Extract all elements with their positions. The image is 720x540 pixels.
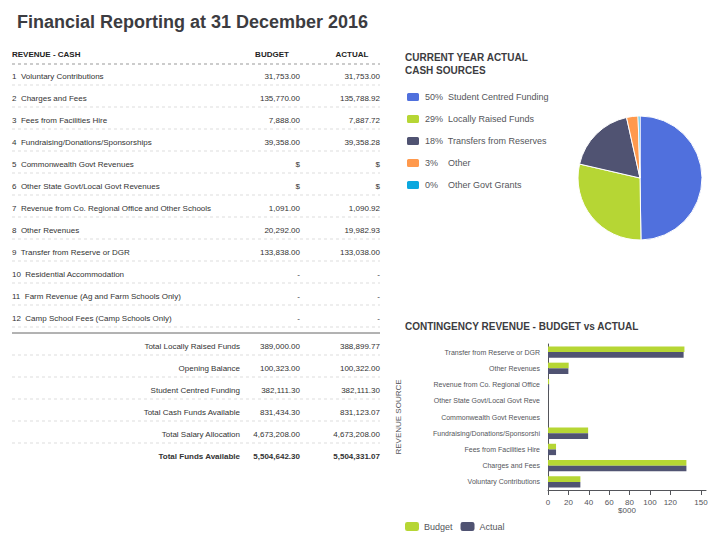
svg-text:388,899.77: 388,899.77	[340, 342, 381, 351]
svg-text:7 Revenue from Co. Regional O: 7 Revenue from Co. Regional Office and O…	[12, 204, 211, 213]
svg-text:BUDGET: BUDGET	[255, 50, 289, 59]
svg-text:$: $	[376, 182, 381, 191]
svg-text:40: 40	[584, 498, 593, 507]
svg-text:Voluntary Contributions: Voluntary Contributions	[468, 478, 541, 486]
svg-text:1,090.92: 1,090.92	[349, 204, 381, 213]
svg-text:5 Commonwealth Govt Revenues: 5 Commonwealth Govt Revenues	[12, 160, 134, 169]
svg-text:CASH SOURCES: CASH SOURCES	[405, 65, 486, 76]
svg-text:20: 20	[564, 498, 573, 507]
svg-text:-: -	[377, 314, 380, 323]
svg-text:Student Centred Funding: Student Centred Funding	[151, 386, 240, 395]
svg-text:7,888.00: 7,888.00	[269, 116, 301, 125]
svg-text:$: $	[376, 160, 381, 169]
svg-text:29% Locally Raised Funds: 29% Locally Raised Funds	[425, 114, 535, 124]
svg-text:Total Salary Allocation: Total Salary Allocation	[162, 430, 240, 439]
svg-text:100,323.00: 100,323.00	[260, 364, 301, 373]
svg-text:Other Revenues: Other Revenues	[489, 365, 540, 372]
svg-text:Financial Reporting at 31 Dece: Financial Reporting at 31 December 2016	[17, 12, 368, 32]
svg-text:Total Locally Raised Funds: Total Locally Raised Funds	[144, 342, 240, 351]
svg-text:133,838.00: 133,838.00	[260, 248, 301, 257]
svg-text:-: -	[377, 292, 380, 301]
svg-text:12 Camp School Fees (Camp Sch: 12 Camp School Fees (Camp Schools Only)	[12, 314, 172, 323]
svg-text:135,770.00: 135,770.00	[260, 94, 301, 103]
svg-text:6 Other State Govt/Local Govt: 6 Other State Govt/Local Govt Revenues	[12, 182, 160, 191]
svg-text:-: -	[377, 270, 380, 279]
svg-text:39,358.00: 39,358.00	[264, 138, 300, 147]
svg-text:Commonwealth Govt Revenues: Commonwealth Govt Revenues	[441, 414, 540, 421]
svg-text:11 Farm Revenue (Ag and Farm: 11 Farm Revenue (Ag and Farm Schools Onl…	[12, 292, 181, 301]
svg-text:389,000.00: 389,000.00	[260, 342, 301, 351]
svg-text:100: 100	[643, 498, 657, 507]
svg-text:7,887.72: 7,887.72	[349, 116, 381, 125]
svg-text:0: 0	[546, 498, 551, 507]
svg-text:Other State Govt/Local Govt Re: Other State Govt/Local Govt Reve	[434, 397, 540, 404]
svg-text:135,788.92: 135,788.92	[340, 94, 381, 103]
svg-text:Fundraising/Donations/Sponsors: Fundraising/Donations/Sponsorshi	[433, 430, 540, 438]
svg-text:CONTINGENCY REVENUE - BUDGET v: CONTINGENCY REVENUE - BUDGET vs ACTUAL	[405, 321, 638, 332]
svg-text:3% Other: 3% Other	[425, 158, 471, 168]
svg-text:Total Funds Available: Total Funds Available	[159, 452, 241, 461]
svg-text:150: 150	[694, 498, 708, 507]
svg-text:133,038.00: 133,038.00	[340, 248, 381, 257]
svg-text:$000: $000	[618, 506, 636, 515]
svg-text:-: -	[297, 292, 300, 301]
svg-text:382,111.30: 382,111.30	[341, 386, 380, 395]
svg-text:0% Other Govt Grants: 0% Other Govt Grants	[425, 180, 522, 190]
svg-text:39,358.28: 39,358.28	[344, 138, 380, 147]
svg-text:Actual: Actual	[480, 522, 505, 532]
svg-text:10 Residential Accommodation: 10 Residential Accommodation	[12, 270, 124, 279]
svg-text:Opening Balance: Opening Balance	[179, 364, 241, 373]
svg-text:-: -	[297, 270, 300, 279]
svg-text:100,322.00: 100,322.00	[340, 364, 381, 373]
svg-text:3 Fees from Facilities Hire: 3 Fees from Facilities Hire	[12, 116, 108, 125]
svg-text:50% Student Centred Funding: 50% Student Centred Funding	[425, 92, 549, 102]
svg-text:60: 60	[605, 498, 614, 507]
svg-text:1,091.00: 1,091.00	[269, 204, 301, 213]
svg-text:5,504,642.30: 5,504,642.30	[253, 452, 300, 461]
svg-text:120: 120	[664, 498, 678, 507]
svg-text:CURRENT YEAR ACTUAL: CURRENT YEAR ACTUAL	[405, 52, 528, 63]
svg-text:2 Charges and Fees: 2 Charges and Fees	[12, 94, 87, 103]
svg-text:4,673,208.00: 4,673,208.00	[333, 430, 380, 439]
svg-text:REVENUE - CASH: REVENUE - CASH	[12, 50, 81, 59]
svg-text:382,111.30: 382,111.30	[261, 386, 300, 395]
svg-text:ACTUAL: ACTUAL	[336, 50, 369, 59]
svg-text:Transfer from Reserve or DGR: Transfer from Reserve or DGR	[445, 349, 540, 356]
svg-text:Fees from Facilities Hire: Fees from Facilities Hire	[465, 446, 541, 453]
svg-text:Total Cash Funds Available: Total Cash Funds Available	[144, 408, 241, 417]
svg-text:Budget: Budget	[424, 522, 453, 532]
svg-text:$: $	[296, 182, 301, 191]
svg-text:831,434.30: 831,434.30	[260, 408, 301, 417]
svg-text:Charges and Fees: Charges and Fees	[482, 462, 540, 470]
svg-text:19,982.93: 19,982.93	[344, 226, 380, 235]
svg-text:31,753.00: 31,753.00	[264, 72, 300, 81]
svg-text:4 Fundraising/Donations/Spons: 4 Fundraising/Donations/Sponsorships	[12, 138, 152, 147]
svg-text:8 Other Revenues: 8 Other Revenues	[12, 226, 79, 235]
svg-text:4,673,208.00: 4,673,208.00	[253, 430, 300, 439]
svg-text:831,123.07: 831,123.07	[340, 408, 381, 417]
svg-text:31,753.00: 31,753.00	[344, 72, 380, 81]
svg-text:REVENUE SOURCE: REVENUE SOURCE	[394, 379, 403, 454]
svg-text:18% Transfers from Reserves: 18% Transfers from Reserves	[425, 136, 547, 146]
svg-text:-: -	[297, 314, 300, 323]
svg-text:5,504,331.07: 5,504,331.07	[333, 452, 380, 461]
svg-text:9 Transfer from Reserve or DG: 9 Transfer from Reserve or DGR	[12, 248, 130, 257]
svg-text:Revenue from Co. Regional Offi: Revenue from Co. Regional Office	[434, 381, 541, 389]
svg-text:80: 80	[625, 498, 634, 507]
svg-text:20,292.00: 20,292.00	[264, 226, 300, 235]
svg-text:$: $	[296, 160, 301, 169]
svg-text:1 Voluntary Contributions: 1 Voluntary Contributions	[12, 72, 104, 81]
